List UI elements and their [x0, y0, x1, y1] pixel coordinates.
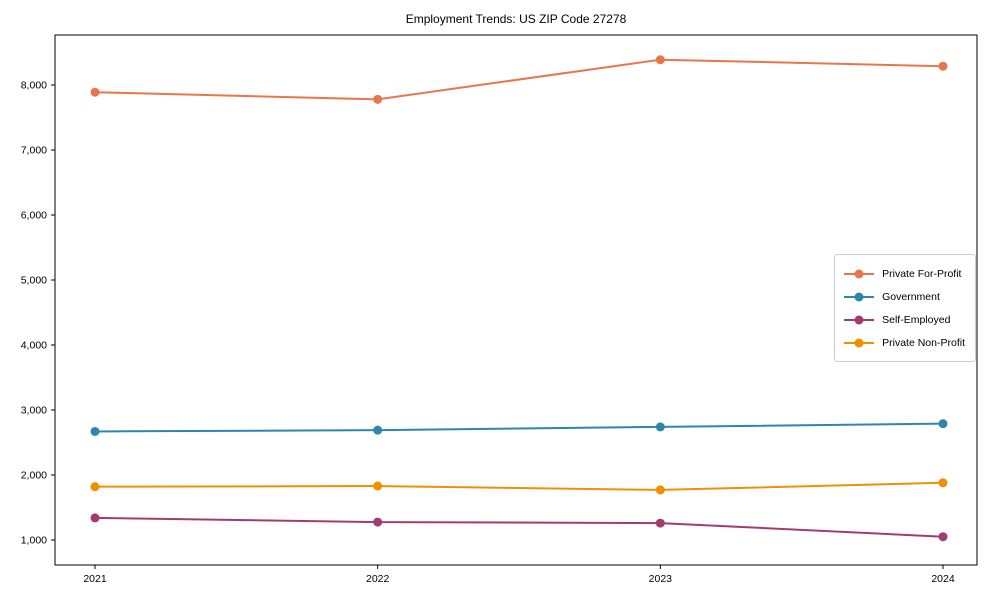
- y-tick-label: 7,000: [21, 145, 47, 157]
- x-tick-label: 2024: [931, 573, 955, 585]
- chart-title: Employment Trends: US ZIP Code 27278: [405, 12, 627, 26]
- legend-label: Self-Employed: [882, 313, 951, 326]
- legend-item-private-non-profit: Private Non-Profit: [844, 331, 965, 354]
- data-point: [655, 518, 665, 528]
- y-tick-label: 8,000: [21, 80, 47, 92]
- data-point: [655, 55, 665, 65]
- data-point: [373, 481, 383, 491]
- legend-label: Private For-Profit: [882, 267, 962, 280]
- legend-label: Private Non-Profit: [882, 336, 965, 349]
- data-point: [938, 532, 948, 542]
- x-tick-label: 2021: [83, 573, 107, 585]
- legend-label: Government: [882, 290, 940, 303]
- data-point: [90, 426, 100, 436]
- data-point: [373, 425, 383, 435]
- y-tick-label: 2,000: [21, 469, 47, 481]
- data-point: [373, 517, 383, 527]
- legend-marker-icon: [844, 292, 875, 301]
- data-point: [90, 87, 100, 97]
- y-tick-label: 6,000: [21, 210, 47, 222]
- y-tick-label: 4,000: [21, 340, 47, 352]
- data-point: [938, 419, 948, 429]
- series-line-self-employed: [94, 516, 944, 538]
- data-point: [90, 513, 100, 523]
- legend: Private For-Profit Government Self-Employe…: [834, 254, 976, 362]
- plot-border: [54, 34, 978, 566]
- data-point: [373, 94, 383, 104]
- series-line-government: [94, 422, 944, 433]
- y-tick-label: 1,000: [21, 534, 47, 546]
- y-tick-label: 3,000: [21, 404, 47, 416]
- data-point: [938, 478, 948, 488]
- legend-marker-icon: [844, 269, 875, 278]
- x-tick-label: 2022: [366, 573, 390, 585]
- data-point: [938, 61, 948, 71]
- x-tick-label: 2023: [649, 573, 673, 585]
- legend-marker-icon: [844, 315, 875, 324]
- data-point: [655, 485, 665, 495]
- legend-item-government: Government: [844, 285, 965, 308]
- data-point: [90, 482, 100, 492]
- legend-item-self-employed: Self-Employed: [844, 308, 965, 331]
- data-point: [655, 422, 665, 432]
- series-line-private-for-profit: [94, 58, 944, 101]
- legend-marker-icon: [844, 338, 875, 347]
- legend-item-private-for-profit: Private For-Profit: [844, 262, 965, 285]
- y-tick-label: 5,000: [21, 275, 47, 287]
- series-line-private-non-profit: [94, 481, 944, 491]
